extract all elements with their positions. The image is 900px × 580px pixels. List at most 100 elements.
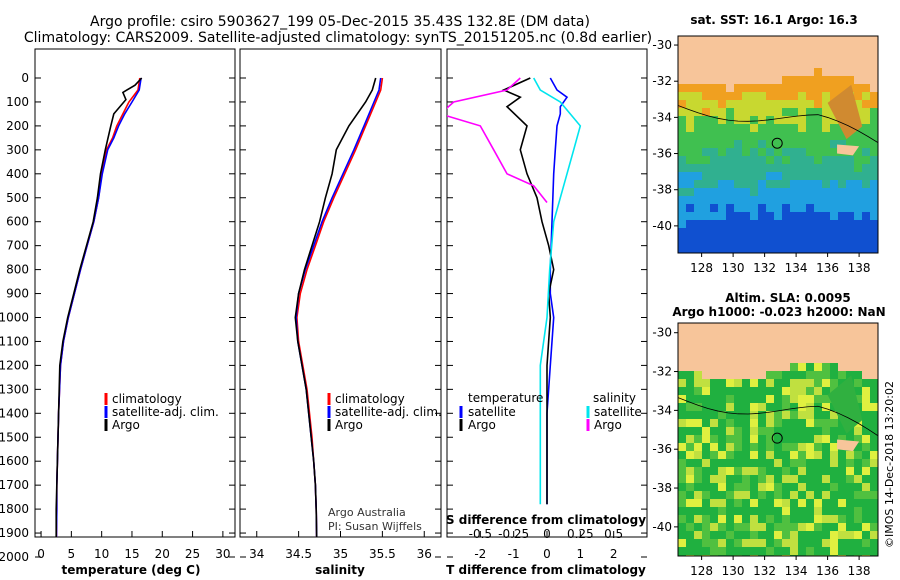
map-cell — [702, 507, 710, 515]
map-cell — [846, 212, 854, 220]
map-cell — [870, 547, 878, 555]
map-cell — [822, 124, 830, 132]
map-cell — [734, 539, 742, 547]
map-cell — [678, 435, 686, 443]
map-cell — [814, 427, 822, 435]
map-cell — [710, 547, 718, 555]
map-cell — [702, 339, 710, 347]
map-cell — [830, 467, 838, 475]
map-cell — [742, 467, 750, 475]
map-cell — [854, 331, 862, 339]
map-cell — [798, 124, 806, 132]
map-cell — [782, 52, 790, 60]
map-cell — [710, 531, 718, 539]
map-cell — [798, 180, 806, 188]
map-cell — [750, 419, 758, 427]
map-cell — [806, 148, 814, 156]
map-cell — [686, 467, 694, 475]
map-cell — [718, 44, 726, 52]
map-axis-ticks: -30 -32 -34 -36 -38 -40 128 130 132 134 136 138 -30 -… — [652, 38, 870, 578]
map-cell — [806, 196, 814, 204]
pressure-tick-label: 1300 — [0, 382, 29, 396]
map-cell — [710, 172, 718, 180]
map-cell — [806, 323, 814, 331]
map-cell — [694, 395, 702, 403]
map-cell — [726, 108, 734, 116]
map-cell — [702, 92, 710, 100]
map-cell — [734, 515, 742, 523]
map-cell — [710, 212, 718, 220]
map-lat-label: -34 — [652, 403, 672, 417]
map-cell — [702, 212, 710, 220]
map-cell — [798, 140, 806, 148]
map-cell — [862, 371, 870, 379]
map-cell — [710, 156, 718, 164]
map-cell — [750, 411, 758, 419]
map-cell — [790, 140, 798, 148]
map-cell — [734, 84, 742, 92]
map-cell — [846, 475, 854, 483]
map-cell — [838, 323, 846, 331]
map-cell — [774, 339, 782, 347]
map-cell — [814, 236, 822, 244]
map-cell — [806, 331, 814, 339]
map-cell — [726, 499, 734, 507]
map-cell — [854, 323, 862, 331]
map-cell — [822, 355, 830, 363]
map-cell — [734, 36, 742, 44]
credit-pi: PI: Susan Wijffels — [328, 520, 422, 533]
map-cell — [686, 244, 694, 252]
map-cell — [862, 92, 870, 100]
map-cell — [814, 323, 822, 331]
map-cell — [678, 515, 686, 523]
map-cell — [814, 132, 822, 140]
map-cell — [798, 172, 806, 180]
map-cell — [742, 244, 750, 252]
map-cell — [702, 475, 710, 483]
map-cell — [862, 515, 870, 523]
map-cell — [790, 204, 798, 212]
map-cell — [694, 212, 702, 220]
map-cell — [854, 100, 862, 108]
map-cell — [686, 355, 694, 363]
map-cell — [750, 156, 758, 164]
map-cell — [750, 371, 758, 379]
map-cell — [774, 196, 782, 204]
map-cell — [734, 323, 742, 331]
map-cell — [814, 403, 822, 411]
map-cell — [702, 355, 710, 363]
map-cell — [686, 196, 694, 204]
map-cell — [710, 419, 718, 427]
map-cell — [742, 499, 750, 507]
map-cell — [702, 347, 710, 355]
map-cell — [798, 196, 806, 204]
map-cell — [862, 212, 870, 220]
map-cell — [678, 164, 686, 172]
map-cell — [758, 124, 766, 132]
map-cell — [726, 547, 734, 555]
map-cell — [798, 355, 806, 363]
map-cell — [750, 451, 758, 459]
map-cell — [782, 547, 790, 555]
map-cell — [766, 212, 774, 220]
map-cell — [726, 188, 734, 196]
map-cell — [830, 180, 838, 188]
map-cell — [718, 100, 726, 108]
map-cell — [742, 60, 750, 68]
map-cell — [782, 148, 790, 156]
map-cell — [790, 355, 798, 363]
map-cell — [750, 523, 758, 531]
map-cell — [806, 68, 814, 76]
map-cell — [678, 188, 686, 196]
map-cell — [830, 92, 838, 100]
map-cell — [838, 371, 846, 379]
map-cell — [766, 379, 774, 387]
map-cell — [734, 244, 742, 252]
map-cell — [782, 132, 790, 140]
map-cell — [734, 347, 742, 355]
map-cell — [782, 76, 790, 84]
map-cell — [710, 92, 718, 100]
map-cell — [758, 156, 766, 164]
map-cell — [694, 124, 702, 132]
pressure-axis: 0100200300400500600700800900100011001200… — [0, 71, 647, 564]
